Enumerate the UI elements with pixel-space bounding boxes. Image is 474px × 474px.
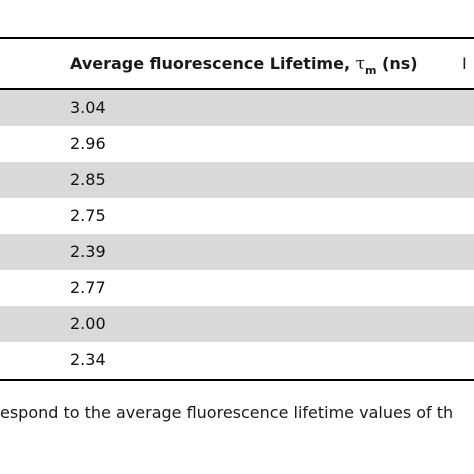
lifetime-value-cell: 3.04 xyxy=(70,98,106,117)
column-header-next-fragment: I xyxy=(462,54,467,73)
table-row: 2.34 xyxy=(0,342,474,378)
header-unit: (ns) xyxy=(376,54,418,73)
lifetime-value-cell: 2.85 xyxy=(70,170,106,189)
lifetime-value-cell: 2.77 xyxy=(70,278,106,297)
header-tau-subscript: m xyxy=(365,64,377,77)
lifetime-value-cell: 2.39 xyxy=(70,242,106,261)
lifetime-value-cell: 2.00 xyxy=(70,314,106,333)
table-row: 2.85 xyxy=(0,162,474,198)
table-row: 2.00 xyxy=(0,306,474,342)
header-label: Average fluorescence Lifetime, xyxy=(70,54,356,73)
table-body: 3.04 2.96 2.85 2.75 2.39 2.77 2.00 2.34 xyxy=(0,90,474,378)
table-row: 2.77 xyxy=(0,270,474,306)
header-tau-symbol: τ xyxy=(355,54,365,74)
table-row: 2.96 xyxy=(0,126,474,162)
lifetime-value-cell: 2.34 xyxy=(70,350,106,369)
header-rule xyxy=(0,88,474,90)
column-header-lifetime: Average fluorescence Lifetime, τm (ns) xyxy=(70,50,418,80)
table-row: 3.04 xyxy=(0,90,474,126)
table-row: 2.39 xyxy=(0,234,474,270)
table-footnote: espond to the average fluorescence lifet… xyxy=(0,403,454,422)
lifetime-value-cell: 2.75 xyxy=(70,206,106,225)
lifetime-value-cell: 2.96 xyxy=(70,134,106,153)
table-bottom-rule xyxy=(0,379,474,381)
table-row: 2.75 xyxy=(0,198,474,234)
table-top-rule xyxy=(0,37,474,39)
